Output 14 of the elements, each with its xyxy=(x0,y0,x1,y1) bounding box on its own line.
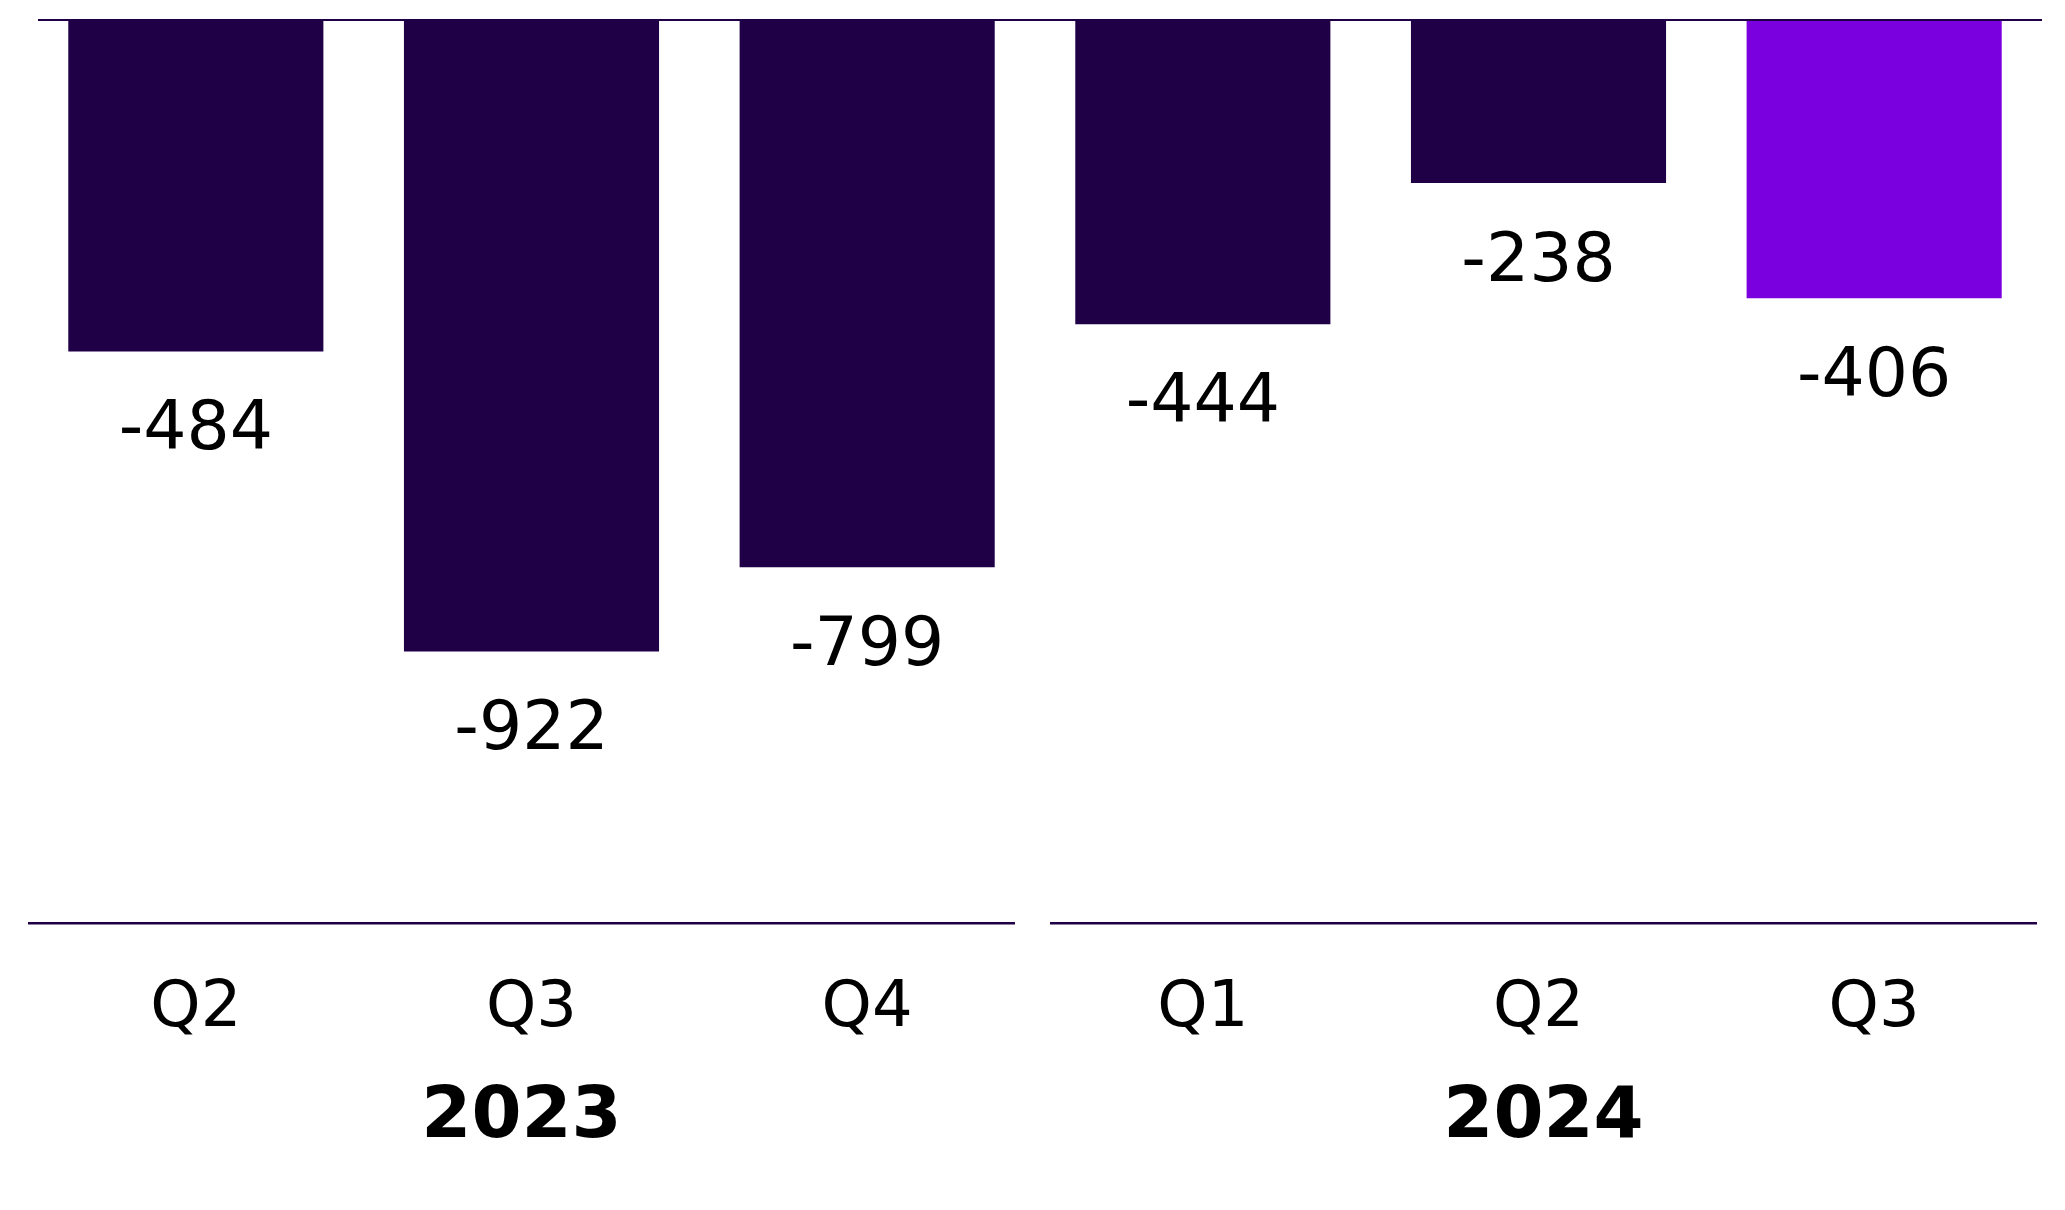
data-label: -238 xyxy=(1461,217,1616,297)
x-tick-label: Q2 xyxy=(150,967,242,1042)
data-label: -406 xyxy=(1797,332,1952,412)
x-tick-label: Q3 xyxy=(485,967,578,1042)
data-label: -922 xyxy=(454,686,609,766)
x-tick-label: Q2 xyxy=(1492,967,1585,1042)
data-label: -799 xyxy=(790,602,945,682)
text: 2024 xyxy=(1443,1069,1644,1154)
data-label: -484 xyxy=(118,386,273,466)
x-tick-label: Q1 xyxy=(1157,967,1249,1042)
data-label: -444 xyxy=(1125,358,1280,438)
x-tick-label: Q3 xyxy=(1828,967,1920,1042)
x-tick-label: Q4 xyxy=(821,967,913,1042)
text: 2023 xyxy=(421,1069,622,1154)
